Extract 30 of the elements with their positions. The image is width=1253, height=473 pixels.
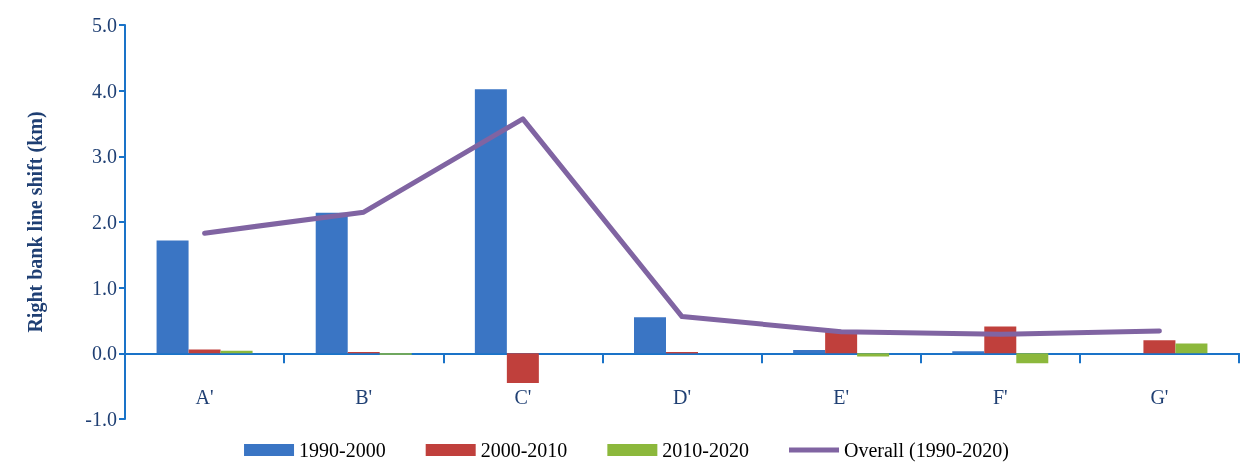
bar bbox=[156, 240, 189, 354]
legend-label: 2000-2010 bbox=[480, 439, 568, 461]
x-tick-label: C' bbox=[514, 386, 532, 409]
bar bbox=[857, 353, 890, 357]
bar bbox=[634, 317, 666, 354]
x-tick-label: G' bbox=[1150, 386, 1169, 409]
y-tick-label: 4.0 bbox=[92, 79, 117, 102]
x-tick-label: F' bbox=[992, 386, 1008, 409]
y-axis-title: Right bank line shift (km) bbox=[24, 111, 47, 333]
bar bbox=[793, 350, 826, 354]
bar bbox=[1016, 353, 1049, 364]
x-tick-label: E' bbox=[833, 386, 850, 409]
y-tick-label: 2.0 bbox=[92, 211, 117, 233]
legend-label: Overall (1990-2020) bbox=[844, 439, 1009, 462]
y-tick-label: 0.0 bbox=[92, 342, 117, 365]
bar bbox=[315, 212, 348, 354]
bar bbox=[1175, 343, 1208, 354]
x-tick-label: A' bbox=[195, 386, 214, 409]
legend-label: 1990-2000 bbox=[299, 439, 386, 461]
bar bbox=[474, 89, 507, 354]
bar bbox=[506, 353, 539, 383]
legend-label: 2010-2020 bbox=[662, 439, 750, 461]
y-tick-label: 1.0 bbox=[92, 276, 117, 299]
bar bbox=[1143, 340, 1176, 354]
x-tick-label: B' bbox=[355, 386, 373, 409]
y-tick-label: 3.0 bbox=[92, 145, 117, 168]
bar bbox=[188, 349, 221, 354]
y-tick-label: 5.0 bbox=[92, 14, 117, 36]
y-tick-label: -1.0 bbox=[85, 408, 117, 430]
x-tick-label: D' bbox=[672, 386, 692, 409]
